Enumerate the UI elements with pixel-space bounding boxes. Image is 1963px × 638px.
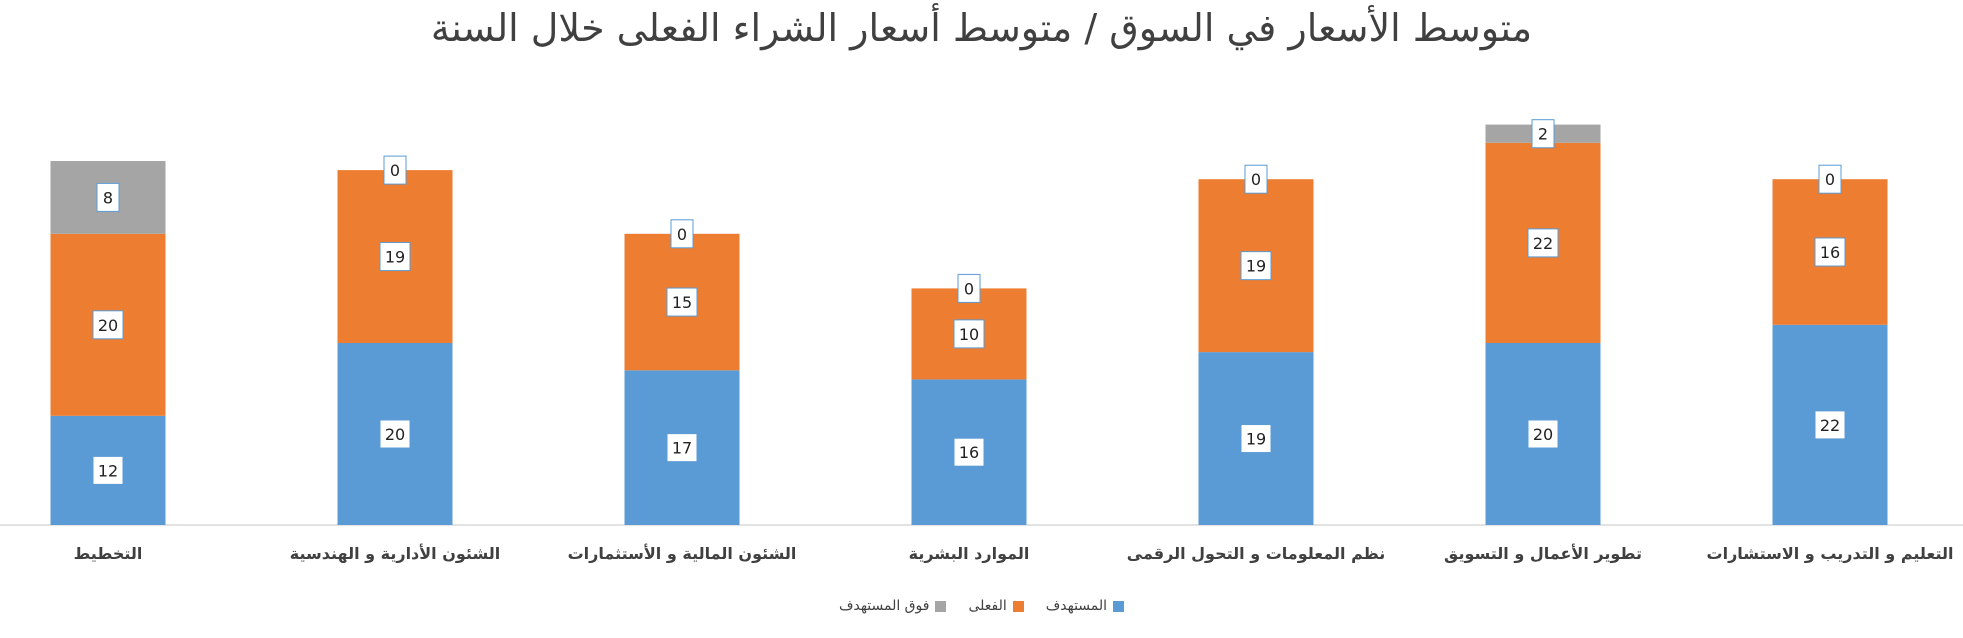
data-label-box — [957, 273, 981, 303]
data-label: 10 — [959, 325, 979, 344]
legend-swatch — [1113, 600, 1125, 612]
category-label: الشئون الأدارية و الهندسية — [290, 544, 500, 563]
chart-title: متوسط الأسعار في السوق / متوسط أسعار الش… — [430, 6, 1533, 50]
data-label: 0 — [1825, 170, 1835, 189]
data-label: 12 — [98, 461, 118, 480]
legend-item: الفعلى — [968, 598, 1024, 614]
legend-item: المستهدف — [1045, 598, 1125, 614]
category-label: تطوير الأعمال و التسويق — [1444, 544, 1642, 563]
category-label: الشئون المالية و الأستثمارات — [568, 544, 797, 563]
data-label-box — [953, 437, 985, 467]
data-label-box — [1244, 164, 1268, 194]
data-label-box — [379, 242, 411, 272]
data-label: 22 — [1820, 416, 1840, 435]
data-label: 19 — [1246, 430, 1266, 449]
category-label: نظم المعلومات و التحول الرقمى — [1127, 544, 1385, 563]
legend-label: الفعلى — [968, 598, 1007, 614]
data-label-box — [1240, 251, 1272, 281]
legend-label: المستهدف — [1045, 598, 1108, 614]
legend-swatch — [935, 600, 947, 612]
data-label-box — [666, 287, 698, 317]
category-labels-layer: التخطيط الشئون الأدارية و الهندسية الشئون … — [74, 544, 1954, 563]
data-label: 20 — [98, 316, 118, 335]
data-label-box — [1531, 119, 1555, 149]
data-label-box — [670, 219, 694, 249]
data-label: 2 — [1538, 125, 1548, 144]
data-label: 0 — [964, 279, 974, 298]
legend-swatch — [1012, 600, 1024, 612]
data-label-box — [666, 433, 698, 463]
data-label-box — [1527, 228, 1559, 258]
data-label-box — [92, 310, 124, 340]
data-label-box — [383, 155, 407, 185]
data-label-box — [1814, 410, 1846, 440]
data-label: 19 — [1246, 257, 1266, 276]
data-label: 8 — [103, 188, 113, 207]
legend-item: فوق المستهدف — [839, 598, 947, 614]
data-label: 0 — [390, 161, 400, 180]
data-label-box — [1240, 424, 1272, 454]
data-label-box — [379, 419, 411, 449]
data-label: 19 — [385, 248, 405, 267]
legend-label: فوق المستهدف — [838, 598, 930, 614]
category-label: التعليم و التدريب و الاستشارات — [1707, 544, 1954, 563]
data-label-box — [1818, 164, 1842, 194]
data-label-box — [1527, 419, 1559, 449]
data-label: 22 — [1533, 234, 1553, 253]
data-label: 20 — [1533, 425, 1553, 444]
data-label: 0 — [1251, 170, 1261, 189]
data-label: 16 — [959, 443, 979, 462]
category-label: التخطيط — [74, 544, 143, 563]
data-label: 15 — [672, 293, 692, 312]
category-label: الموارد البشرية — [909, 544, 1030, 563]
data-label: 16 — [1820, 243, 1840, 262]
data-label: 17 — [672, 439, 692, 458]
data-label-box — [96, 182, 120, 212]
legend: المستهدف الفعلى فوق المستهدف — [0, 598, 1963, 614]
bars-layer — [50, 124, 1888, 525]
data-label: 20 — [385, 425, 405, 444]
data-label: 0 — [677, 225, 687, 244]
data-label-box — [953, 319, 985, 349]
data-label-box — [92, 455, 124, 485]
data-label-box — [1814, 237, 1846, 267]
